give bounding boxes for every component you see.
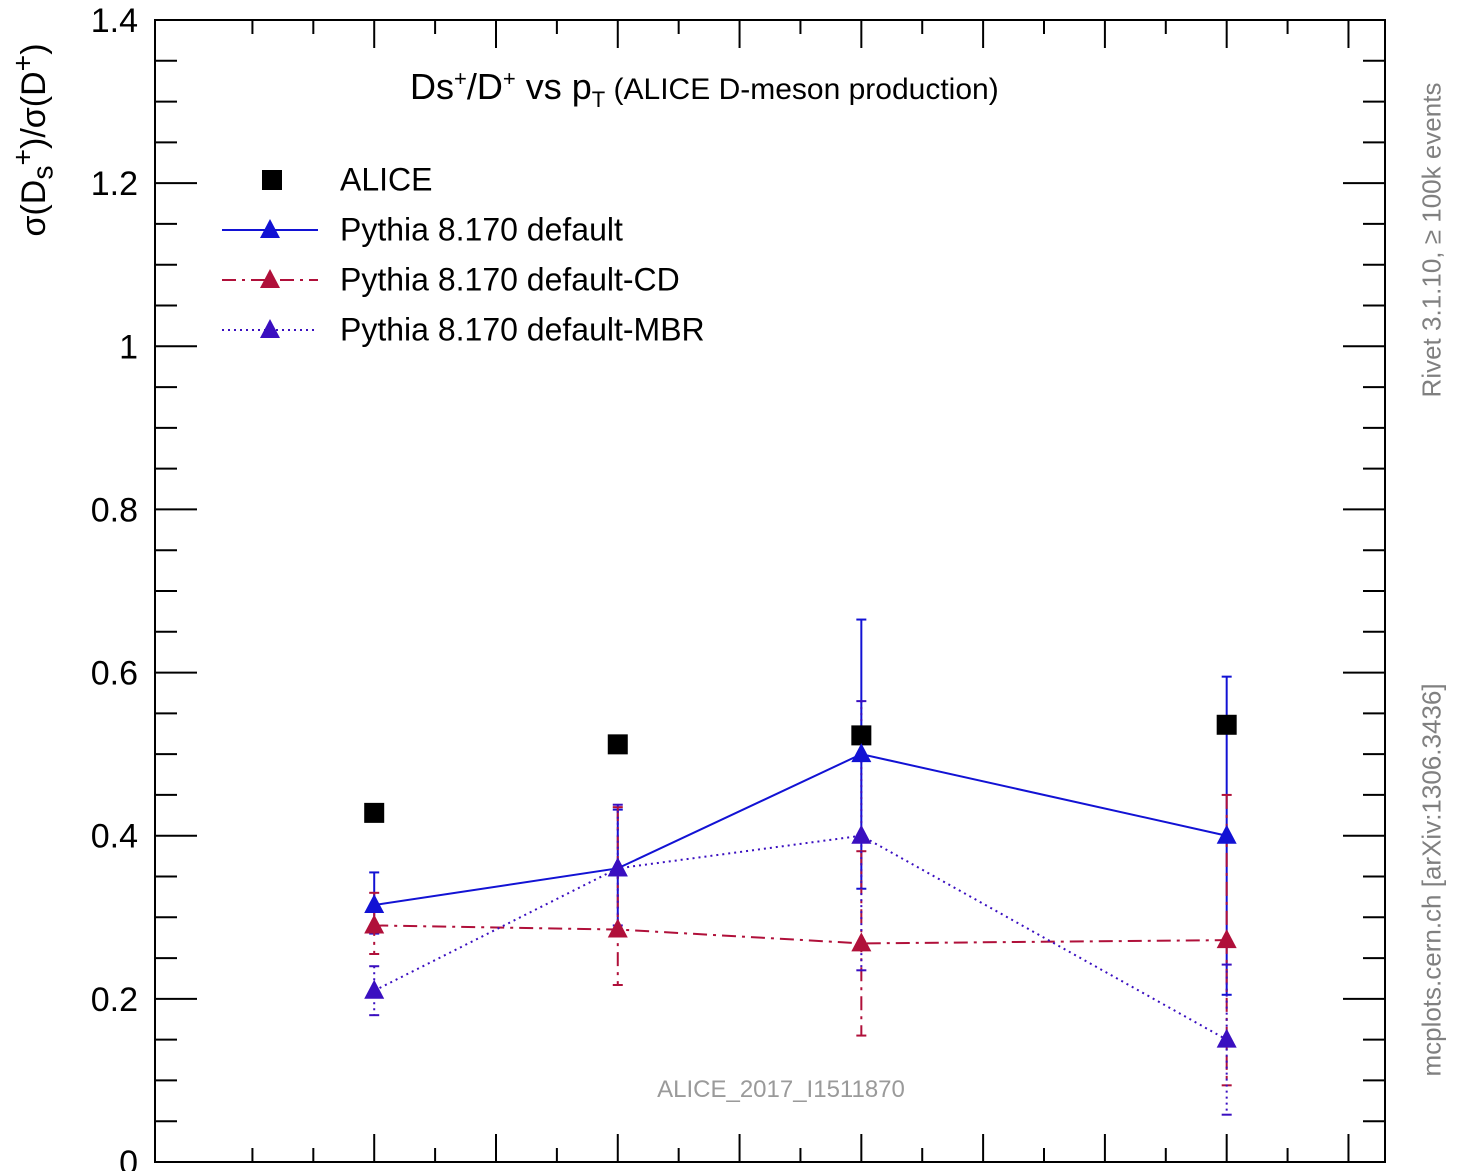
legend-marker-triangle [260, 219, 280, 238]
y-tick-label: 0.6 [91, 655, 138, 693]
data-point-square [1216, 714, 1237, 735]
data-point-triangle [364, 979, 385, 999]
data-markers [364, 714, 1237, 1048]
legend-label: Pythia 8.170 default-CD [340, 261, 680, 298]
data-point-square [364, 802, 385, 823]
data-point-triangle [1216, 929, 1237, 949]
legend-marker-square [262, 170, 282, 190]
mcplots-source-label: mcplots.cern.ch [arXiv:1306.3436] [1416, 683, 1447, 1077]
series-line [374, 924, 1227, 945]
data-point-triangle [607, 857, 628, 877]
y-tick-label: 1.2 [91, 165, 138, 203]
legend-label: ALICE [340, 161, 433, 198]
y-tick-label: 0 [119, 1144, 138, 1171]
y-axis-label: σ(Ds+)/σ(D+) [7, 43, 60, 237]
data-point-triangle [607, 918, 628, 938]
legend-markers [222, 170, 318, 338]
data-point-triangle [851, 824, 872, 844]
y-tick-labels: 0 0.2 0.4 0.6 0.8 1 1.2 1.4 [91, 2, 138, 1171]
data-point-triangle [364, 894, 385, 914]
axis-ticks [155, 19, 1385, 1163]
data-point-square [851, 725, 872, 746]
data-point-triangle [1216, 1028, 1237, 1048]
legend-label: Pythia 8.170 default-MBR [340, 311, 705, 348]
data-point-triangle [364, 914, 385, 934]
data-point-triangle [851, 932, 872, 952]
series-lines [373, 753, 1228, 1041]
data-point-triangle [1216, 824, 1237, 844]
y-tick-label: 0.4 [91, 818, 138, 856]
series-line [374, 753, 1227, 907]
plot-title: Ds+/D+ vs pT (ALICE D-meson production) [410, 66, 999, 113]
data-point-square [607, 734, 628, 755]
error-bars [369, 618, 1232, 1116]
y-tick-label: 0.8 [91, 491, 138, 529]
data-point-triangle [851, 743, 872, 763]
y-tick-label: 1.4 [91, 2, 138, 40]
y-tick-label: 0.2 [91, 981, 138, 1019]
y-tick-label: 1 [119, 328, 138, 366]
rivet-version-label: Rivet 3.1.10, ≥ 100k events [1416, 82, 1447, 398]
series-line [373, 834, 1228, 1041]
legend-marker-triangle [260, 319, 280, 338]
legend-label: Pythia 8.170 default [340, 211, 623, 248]
legend-marker-triangle [260, 269, 280, 288]
analysis-id-watermark: ALICE_2017_I1511870 [657, 1076, 905, 1103]
